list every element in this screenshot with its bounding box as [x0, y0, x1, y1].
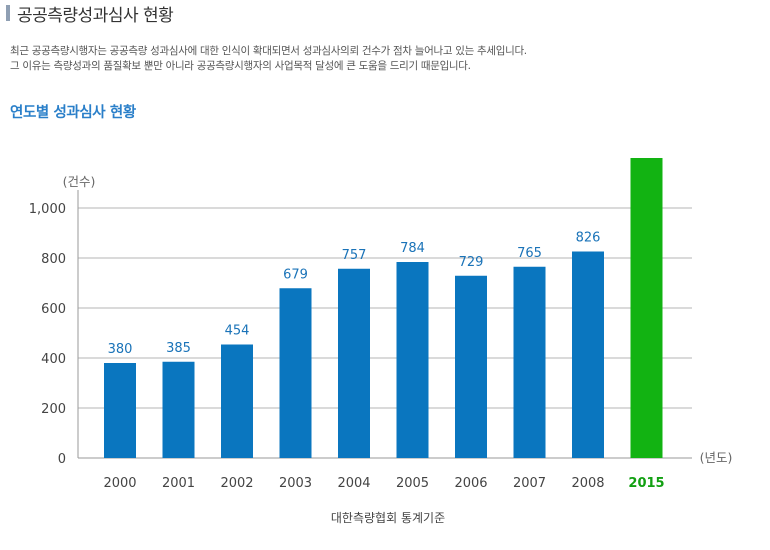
- x-tick-label: 2003: [279, 476, 312, 491]
- x-tick-label: 2001: [162, 476, 195, 491]
- bar: [455, 275, 487, 458]
- x-tick-label: 2004: [337, 476, 370, 491]
- bar: [338, 268, 370, 458]
- section-title: 연도별 성과심사 현황: [10, 105, 136, 121]
- data-label: 454: [225, 324, 250, 339]
- page-title-block: 공공측량성과심사 현황: [6, 2, 174, 26]
- data-label: 757: [342, 248, 367, 263]
- bar: [396, 262, 429, 458]
- x-tick-label: 2006: [454, 476, 487, 491]
- y-tick-label: 400: [41, 352, 66, 367]
- bar: [221, 344, 253, 458]
- y-tick-label: 200: [41, 402, 66, 417]
- x-tick-label: 2015: [628, 476, 664, 491]
- source-note: 대한측량협회 통계기준: [331, 511, 445, 525]
- bar: [104, 363, 136, 458]
- y-axis-title: (건수): [63, 174, 96, 189]
- data-label: 380: [108, 342, 133, 357]
- x-tick-label: 2005: [396, 476, 429, 491]
- x-tick-label: 2000: [103, 476, 136, 491]
- intro-line-2: 그 이유는 측량성과의 품질확보 뿐만 아니라 공공측량시행자의 사업목적 달성…: [10, 60, 471, 72]
- x-axis-title: (년도): [700, 450, 733, 465]
- data-label: 765: [517, 246, 542, 261]
- title-marker: [6, 5, 10, 21]
- y-tick-label: 0: [58, 452, 66, 467]
- x-tick-label: 2008: [571, 476, 604, 491]
- bar: [572, 251, 604, 458]
- data-label: 729: [459, 255, 484, 270]
- data-label: 826: [576, 231, 601, 246]
- bar: [513, 266, 546, 458]
- y-tick-label: 1,000: [29, 202, 66, 217]
- y-tick-label: 800: [41, 252, 66, 267]
- intro-line-1: 최근 공공측량시행자는 공공측량 성과심사에 대한 인식이 확대되면서 성과심사…: [10, 45, 527, 57]
- y-tick-label: 600: [41, 302, 66, 317]
- data-label: 679: [283, 267, 308, 282]
- x-tick-label: 2007: [513, 476, 546, 491]
- x-tick-label: 2002: [220, 476, 253, 491]
- bar: [279, 288, 312, 458]
- data-label: 385: [166, 341, 191, 356]
- page-title: 공공측량성과심사 현황: [17, 5, 174, 26]
- intro-text: 최근 공공측량시행자는 공공측량 성과심사에 대한 인식이 확대되면서 성과심사…: [10, 44, 710, 74]
- data-label: 784: [400, 241, 425, 256]
- bar-highlight: [630, 158, 663, 458]
- bar: [162, 361, 195, 458]
